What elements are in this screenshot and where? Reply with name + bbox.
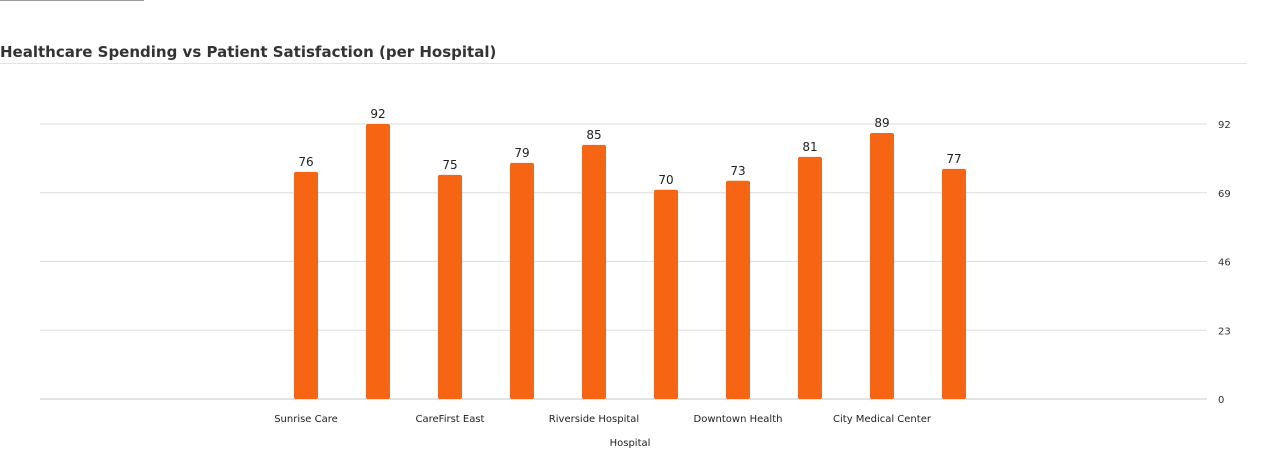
bar-value-label: 73 [730, 164, 745, 178]
y-tick-label: 92 [1218, 120, 1231, 131]
bar [294, 171, 318, 399]
bar-value-label: 70 [658, 173, 673, 187]
bar-value-label: 92 [370, 107, 385, 121]
y-tick-label: 23 [1218, 326, 1231, 337]
bar [870, 132, 894, 399]
x-category-label: City Medical Center [833, 414, 932, 425]
bar [654, 189, 678, 399]
bar-value-label: 75 [442, 158, 457, 172]
bar-value-label: 81 [802, 140, 817, 154]
bar [726, 180, 750, 399]
title-divider [0, 63, 1247, 64]
y-tick-label: 46 [1218, 258, 1231, 269]
x-category-label: Sunrise Care [274, 414, 338, 425]
top-divider [0, 0, 144, 1]
bar-value-label: 89 [874, 116, 889, 130]
x-category-label: Downtown Health [694, 414, 783, 425]
bar [798, 156, 822, 399]
x-axis-title: Hospital [610, 438, 651, 449]
x-category-label: CareFirst East [416, 414, 485, 425]
bar [582, 144, 606, 399]
bar [510, 162, 534, 399]
bar [942, 168, 966, 399]
bar-value-label: 77 [946, 152, 961, 166]
bar-value-label: 79 [514, 146, 529, 160]
y-tick-label: 69 [1218, 189, 1231, 200]
bar-value-label: 76 [298, 155, 313, 169]
bar [366, 124, 390, 399]
bar-value-label: 85 [586, 128, 601, 142]
bar [438, 174, 462, 399]
y-tick-label: 0 [1218, 395, 1224, 406]
x-category-label: Riverside Hospital [549, 414, 639, 425]
chart-title: Healthcare Spending vs Patient Satisfact… [0, 43, 497, 61]
